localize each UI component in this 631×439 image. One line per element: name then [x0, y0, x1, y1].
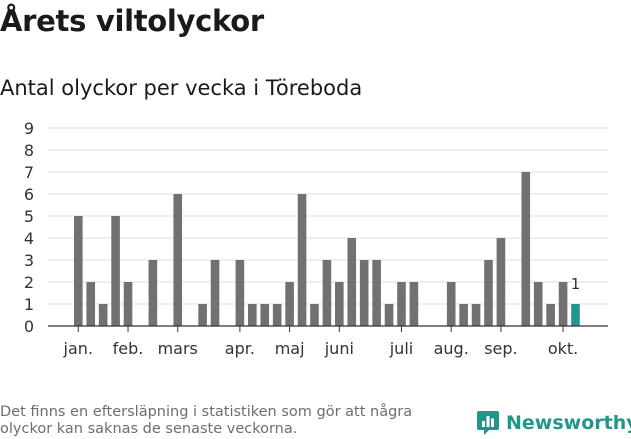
x-tick-label: apr. — [225, 339, 255, 358]
x-tick-label: juni — [324, 339, 354, 358]
x-tick-label: sep. — [484, 339, 517, 358]
y-tick-label: 6 — [24, 185, 34, 204]
bar — [409, 282, 419, 326]
bar-highlight — [571, 304, 580, 326]
bar — [384, 304, 394, 326]
x-tick-label: feb. — [113, 339, 144, 358]
bar — [496, 238, 506, 326]
bar — [111, 216, 120, 326]
y-tick-label: 1 — [24, 295, 34, 314]
bar — [484, 260, 493, 326]
y-tick-label: 2 — [24, 273, 34, 292]
data-label: 1 — [571, 275, 581, 293]
bar — [446, 282, 456, 326]
y-tick-label: 4 — [24, 229, 34, 248]
bar — [335, 282, 344, 326]
bar — [285, 282, 294, 326]
bar — [471, 304, 481, 326]
footnote: Det finns en eftersläpning i statistiken… — [0, 404, 413, 437]
bar — [86, 282, 96, 326]
x-tick-label: mars — [158, 339, 198, 358]
bar — [248, 304, 257, 326]
bar — [310, 304, 319, 326]
bar — [74, 216, 83, 326]
y-tick-label: 0 — [24, 317, 34, 336]
x-tick-label: okt. — [548, 339, 578, 358]
bar — [297, 194, 307, 326]
bar — [558, 282, 568, 326]
bar — [173, 194, 183, 326]
x-tick-label: juli — [389, 339, 413, 358]
brand-name: Newsworthy — [506, 412, 631, 434]
bar — [359, 260, 369, 326]
y-tick-label: 3 — [24, 251, 34, 270]
y-tick-label: 8 — [24, 141, 34, 160]
bar — [198, 304, 207, 326]
bar — [210, 260, 220, 326]
y-tick-label: 7 — [24, 163, 34, 182]
bar — [397, 282, 406, 326]
newsworthy-logo-icon — [477, 411, 499, 435]
bar — [148, 260, 158, 326]
bar — [322, 260, 332, 326]
bar — [546, 304, 555, 326]
x-tick-label: jan. — [63, 339, 93, 358]
chart-subtitle: Antal olyckor per vecka i Töreboda — [0, 76, 363, 100]
bar — [521, 172, 531, 326]
bar — [372, 260, 381, 326]
brand-logo[interactable]: Newsworthy — [476, 408, 631, 438]
bar — [533, 282, 543, 326]
chart-title: Årets viltolyckor — [0, 4, 264, 38]
bar — [272, 304, 282, 326]
bar — [235, 260, 245, 326]
x-tick-label: aug. — [434, 339, 469, 358]
x-tick-label: maj — [275, 339, 305, 358]
bar — [123, 282, 133, 326]
bar — [459, 304, 468, 326]
bar — [260, 304, 270, 326]
y-tick-label: 9 — [24, 119, 34, 138]
bar — [98, 304, 108, 326]
bar — [347, 238, 357, 326]
y-tick-label: 5 — [24, 207, 34, 226]
bar-chart: 0 1 2 3 4 5 6 7 8 9 1 jan. feb. mars apr. maj juni juli au… — [24, 119, 608, 358]
